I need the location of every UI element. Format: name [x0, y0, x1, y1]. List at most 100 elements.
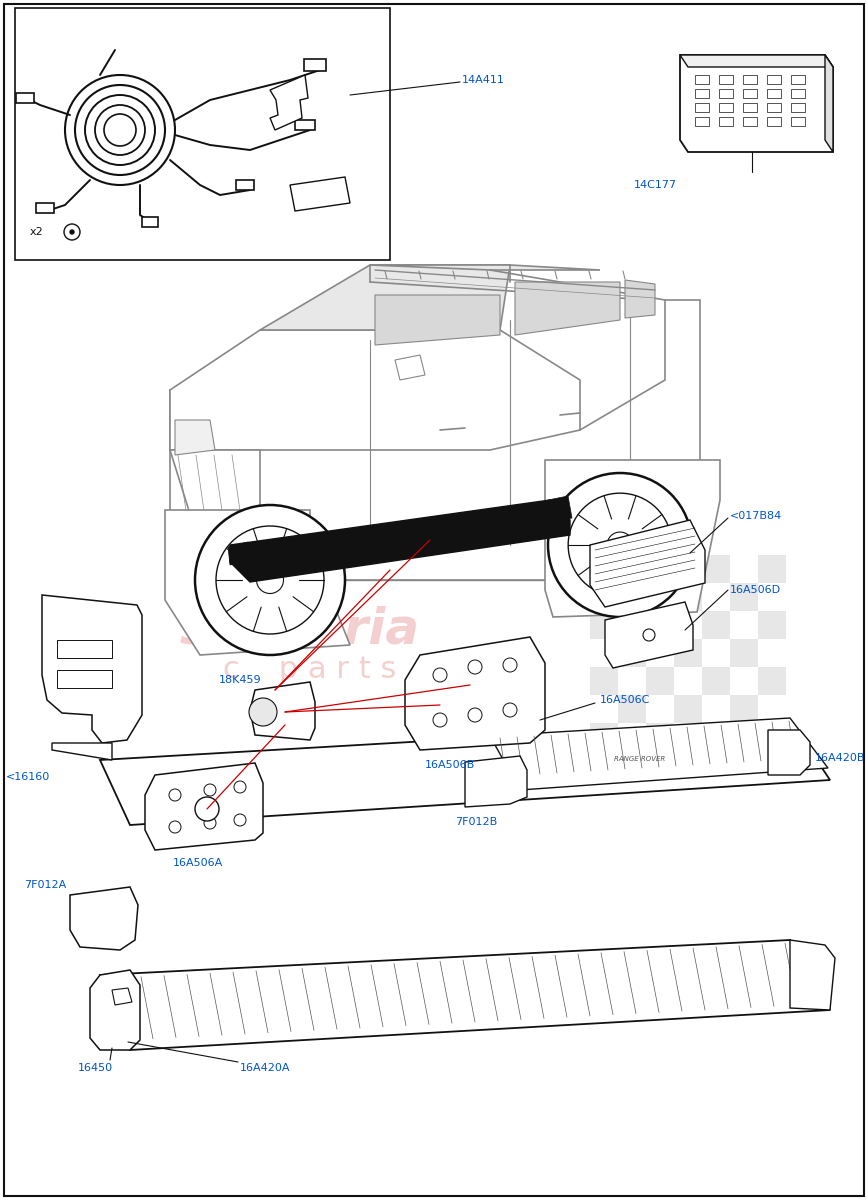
Polygon shape: [405, 637, 545, 750]
Bar: [767, 116, 781, 126]
Bar: [758, 554, 786, 583]
Circle shape: [643, 629, 655, 641]
Polygon shape: [145, 763, 263, 850]
Text: <017B84: <017B84: [730, 511, 782, 521]
Polygon shape: [165, 510, 350, 655]
Polygon shape: [100, 940, 830, 1050]
Text: 16A420B: 16A420B: [815, 754, 865, 763]
Bar: [719, 89, 733, 98]
Bar: [674, 695, 702, 722]
Polygon shape: [790, 940, 835, 1010]
Circle shape: [503, 703, 517, 716]
Bar: [758, 638, 786, 667]
Bar: [646, 583, 674, 611]
Bar: [758, 667, 786, 695]
Bar: [674, 554, 702, 583]
Bar: [702, 611, 730, 638]
Bar: [791, 103, 805, 112]
Bar: [590, 638, 618, 667]
Bar: [730, 611, 758, 638]
Text: 18K459: 18K459: [219, 674, 261, 685]
Circle shape: [195, 505, 345, 655]
Bar: [695, 74, 709, 84]
Text: 7F012A: 7F012A: [24, 880, 66, 890]
Bar: [674, 611, 702, 638]
Bar: [730, 667, 758, 695]
Polygon shape: [260, 265, 510, 330]
Bar: [730, 695, 758, 722]
Text: <16160: <16160: [6, 772, 50, 782]
Bar: [646, 667, 674, 695]
Bar: [618, 722, 646, 751]
Bar: [646, 611, 674, 638]
Bar: [767, 74, 781, 84]
Text: scuderia: scuderia: [180, 606, 420, 654]
Bar: [702, 554, 730, 583]
Circle shape: [204, 784, 216, 796]
Bar: [646, 695, 674, 722]
Polygon shape: [290, 176, 350, 211]
Bar: [730, 638, 758, 667]
Polygon shape: [768, 730, 810, 775]
Polygon shape: [270, 74, 308, 130]
Bar: [695, 89, 709, 98]
Bar: [730, 722, 758, 751]
Bar: [791, 74, 805, 84]
Bar: [590, 722, 618, 751]
Text: x2: x2: [30, 227, 43, 236]
Circle shape: [204, 817, 216, 829]
Bar: [16, 92, 34, 103]
Polygon shape: [825, 55, 833, 152]
Text: 16A420A: 16A420A: [240, 1063, 291, 1073]
Text: 16A506B: 16A506B: [425, 760, 476, 770]
Bar: [743, 89, 757, 98]
Bar: [767, 103, 781, 112]
Bar: [791, 89, 805, 98]
Polygon shape: [465, 756, 527, 806]
Bar: [590, 583, 618, 611]
Polygon shape: [100, 720, 830, 826]
Polygon shape: [170, 330, 580, 450]
Bar: [758, 611, 786, 638]
Bar: [646, 722, 674, 751]
Bar: [702, 695, 730, 722]
Polygon shape: [490, 718, 828, 790]
Bar: [618, 695, 646, 722]
Bar: [674, 722, 702, 751]
Bar: [719, 103, 733, 112]
Circle shape: [169, 821, 181, 833]
Bar: [618, 611, 646, 638]
Polygon shape: [15, 8, 390, 260]
Text: 16A506C: 16A506C: [600, 695, 650, 704]
Bar: [702, 583, 730, 611]
Circle shape: [249, 698, 277, 726]
Bar: [57, 640, 112, 658]
Bar: [590, 611, 618, 638]
Polygon shape: [230, 500, 570, 582]
Bar: [618, 554, 646, 583]
Bar: [57, 670, 112, 688]
Circle shape: [468, 708, 482, 722]
Text: 14C177: 14C177: [634, 180, 676, 190]
Bar: [590, 554, 618, 583]
Polygon shape: [250, 682, 315, 740]
Circle shape: [433, 668, 447, 682]
Polygon shape: [170, 450, 260, 540]
Polygon shape: [42, 595, 142, 743]
Bar: [304, 59, 326, 71]
Polygon shape: [112, 988, 132, 1006]
Text: 14A411: 14A411: [462, 74, 505, 85]
Circle shape: [433, 713, 447, 727]
Bar: [702, 667, 730, 695]
Polygon shape: [175, 420, 215, 455]
Bar: [674, 638, 702, 667]
Polygon shape: [228, 542, 250, 565]
Bar: [674, 667, 702, 695]
Bar: [618, 583, 646, 611]
Bar: [702, 722, 730, 751]
Bar: [758, 695, 786, 722]
Polygon shape: [590, 520, 705, 607]
Bar: [36, 203, 54, 214]
Bar: [646, 638, 674, 667]
Circle shape: [548, 473, 692, 617]
